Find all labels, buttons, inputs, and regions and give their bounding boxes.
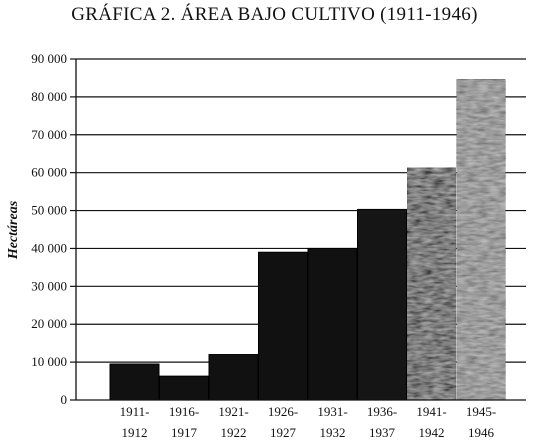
bar [307, 247, 358, 401]
bar [208, 354, 259, 401]
x-tick-label: 1931-1932 [317, 404, 347, 440]
bar [109, 363, 160, 401]
bar [456, 78, 506, 401]
x-tick-label: 1945-1946 [466, 404, 496, 440]
y-tick-label: 40 000 [31, 240, 67, 255]
x-tick-label: 1941-1942 [416, 404, 446, 440]
x-tick-label: 1926-1927 [268, 404, 298, 440]
y-tick-label: 20 000 [31, 316, 67, 331]
y-tick-label: 30 000 [31, 278, 67, 293]
bar [159, 375, 209, 401]
y-tick-label: 10 000 [31, 354, 67, 369]
bar [258, 251, 308, 401]
x-tick-label: 1936-1937 [367, 404, 397, 440]
y-tick-label: 60 000 [31, 165, 67, 180]
x-tick-label: 1911-1912 [120, 404, 150, 440]
x-tick-label: 1921-1922 [218, 404, 248, 440]
x-tick-label: 1916-1917 [169, 404, 199, 440]
y-tick-label: 90 000 [31, 51, 67, 66]
y-tick-label: 0 [61, 392, 68, 407]
y-tick-label: 70 000 [31, 127, 67, 142]
y-axis-label: Hectáreas [6, 200, 21, 260]
y-tick-label: 80 000 [31, 89, 67, 104]
chart-title: GRÁFICA 2. ÁREA BAJO CULTIVO (1911-1946) [71, 4, 478, 25]
bar [357, 208, 407, 401]
bar [406, 167, 457, 401]
y-tick-label: 50 000 [31, 203, 67, 218]
